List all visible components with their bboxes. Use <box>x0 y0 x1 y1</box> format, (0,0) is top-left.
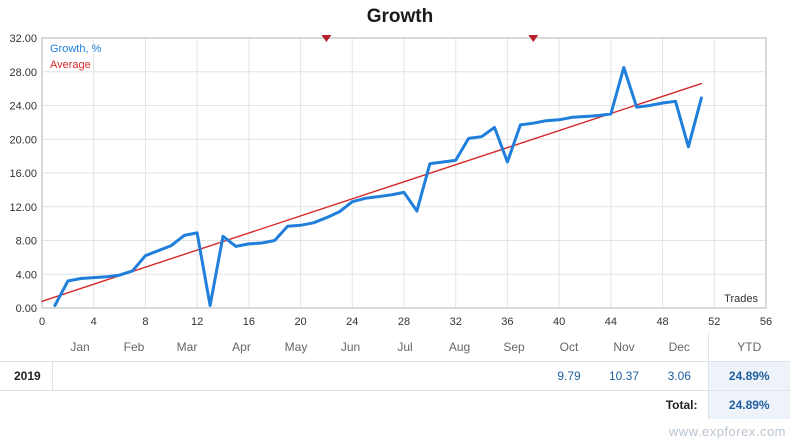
table-header-row: Jan Feb Mar Apr May Jun Jul Aug Sep Oct … <box>0 333 790 362</box>
month-value-oct: 9.79 <box>541 361 597 391</box>
y-tick-label: 8.00 <box>16 236 37 248</box>
month-value <box>51 361 108 391</box>
ytd-header: YTD <box>707 333 790 362</box>
month-header: Feb <box>108 333 160 362</box>
x-tick-label: 20 <box>294 316 306 328</box>
plot-frame <box>41 37 767 309</box>
month-value <box>378 361 432 391</box>
x-tick-label: 4 <box>91 316 97 328</box>
chart-title: Growth <box>366 6 434 27</box>
total-value: 24.89% <box>707 390 790 419</box>
y-axis-ticks: 0.00 4.00 8.00 12.00 16.00 20.00 24.00 28.00 32.… <box>9 33 37 315</box>
series-lines <box>41 66 703 307</box>
marker-triangle <box>321 35 332 42</box>
month-header: Oct <box>541 333 597 362</box>
legend-entry: Average <box>50 59 91 71</box>
ytd-value: 24.89% <box>707 361 790 391</box>
x-tick-label: 36 <box>501 316 513 328</box>
x-tick-label: 28 <box>398 316 410 328</box>
x-tick-label: 44 <box>605 316 617 328</box>
month-value <box>214 361 269 391</box>
watermark: www.expforex.com <box>668 424 786 439</box>
month-header: May <box>269 333 323 362</box>
x-tick-label: 56 <box>760 316 772 328</box>
y-tick-label: 0.00 <box>16 303 37 315</box>
x-tick-label: 52 <box>708 316 720 328</box>
year-label: 2019 <box>0 361 52 391</box>
top-markers <box>321 35 539 42</box>
y-tick-label: 20.00 <box>9 134 37 146</box>
month-value <box>432 361 487 391</box>
month-header: Jun <box>323 333 378 362</box>
x-axis-ticks: 0 4 8 12 16 20 24 28 32 36 40 44 48 52 56 <box>39 316 772 328</box>
x-tick-label: 16 <box>243 316 255 328</box>
x-tick-label: 24 <box>346 316 358 328</box>
month-value <box>487 361 541 391</box>
month-value <box>323 361 378 391</box>
y-tick-label: 24.00 <box>9 101 37 113</box>
chart-grid <box>41 37 767 309</box>
month-header: Mar <box>160 333 214 362</box>
month-header: Jan <box>52 333 108 362</box>
month-value <box>108 361 160 391</box>
month-header: Nov <box>597 333 651 362</box>
x-tick-label: 40 <box>553 316 565 328</box>
legend: Growth, % Average <box>50 43 102 71</box>
growth-chart: 0.00 4.00 8.00 12.00 16.00 20.00 24.00 28.00 32.… <box>9 33 772 328</box>
x-tick-label: 0 <box>39 316 45 328</box>
x-tick-label: 12 <box>191 316 203 328</box>
month-header: Aug <box>432 333 487 362</box>
x-axis-label: Trades <box>724 293 758 305</box>
growth-line <box>53 66 703 307</box>
y-tick-label: 12.00 <box>9 202 37 214</box>
average-line <box>41 82 703 302</box>
table-corner <box>0 333 52 362</box>
month-header: Dec <box>651 333 708 362</box>
marker-triangle <box>528 35 539 42</box>
month-header: Sep <box>487 333 541 362</box>
month-header: Apr <box>214 333 269 362</box>
month-value-dec: 3.06 <box>651 361 708 391</box>
total-label: Total: <box>665 398 698 412</box>
table-row: 2019 9.79 10.37 3.06 24.89% <box>0 361 790 391</box>
month-value <box>160 361 214 391</box>
y-tick-label: 4.00 <box>16 269 37 281</box>
month-header: Jul <box>378 333 432 362</box>
legend-entry: Growth, % <box>50 43 102 55</box>
y-tick-label: 28.00 <box>9 67 37 79</box>
x-tick-label: 8 <box>142 316 148 328</box>
x-tick-label: 48 <box>656 316 668 328</box>
y-tick-label: 16.00 <box>9 168 37 180</box>
total-row: Total: 24.89% <box>0 390 790 419</box>
x-tick-label: 32 <box>450 316 462 328</box>
month-value-nov: 10.37 <box>597 361 651 391</box>
y-tick-label: 32.00 <box>9 33 37 45</box>
monthly-growth-table: Jan Feb Mar Apr May Jun Jul Aug Sep Oct … <box>0 333 790 419</box>
month-value <box>269 361 323 391</box>
